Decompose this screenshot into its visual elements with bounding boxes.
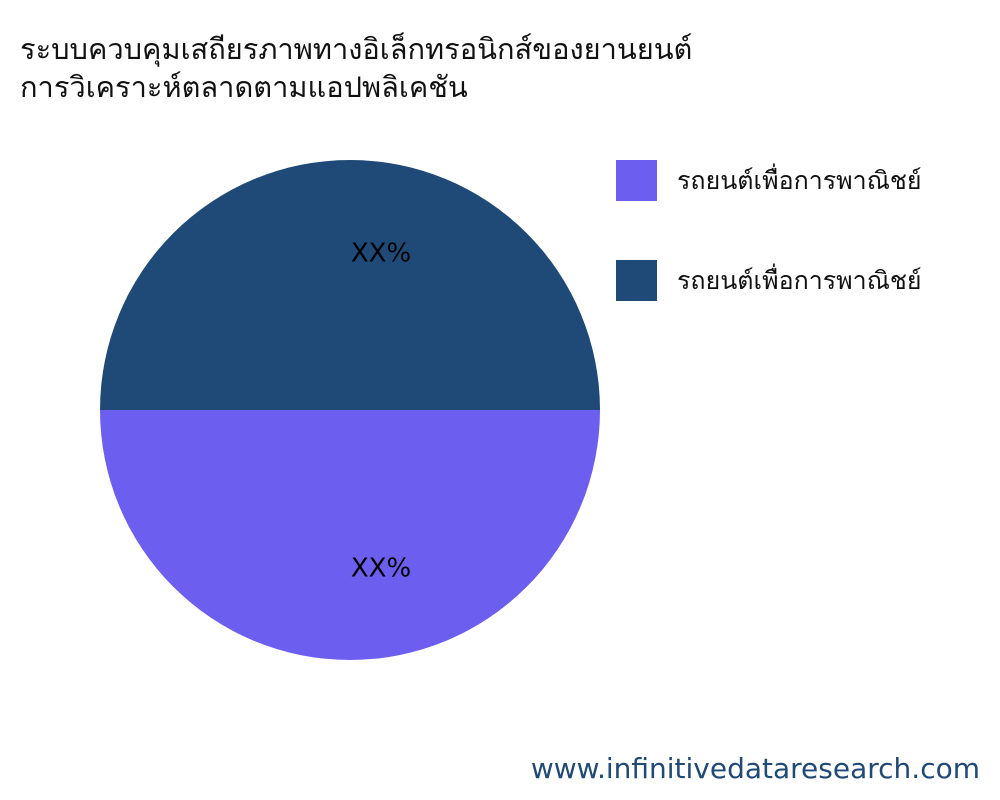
pie-slice-2 [100,160,600,410]
legend-swatch-1 [616,160,657,201]
slice-label-1: XX% [351,554,411,584]
chart-title-line-1: ระบบควบคุมเสถียรภาพทางอิเล็กทรอนิกส์ของย… [20,32,693,66]
legend-label-1: รถยนต์เพื่อการพาณิชย์ [677,165,922,195]
chart-title: ระบบควบคุมเสถียรภาพทางอิเล็กทรอนิกส์ของย… [20,30,692,106]
legend-item-2: รถยนต์เพื่อการพาณิชย์ [616,260,922,301]
pie-slice-1 [100,410,600,660]
legend-swatch-2 [616,260,657,301]
chart-title-line-2: การวิเคราะห์ตลาดตามแอปพลิเคชัน [20,70,468,104]
footer-website[interactable]: www.infinitivedataresearch.com [530,752,980,785]
legend-item-1: รถยนต์เพื่อการพาณิชย์ [616,160,922,201]
legend-label-2: รถยนต์เพื่อการพาณิชย์ [677,265,922,295]
slice-label-2: XX% [351,239,411,269]
